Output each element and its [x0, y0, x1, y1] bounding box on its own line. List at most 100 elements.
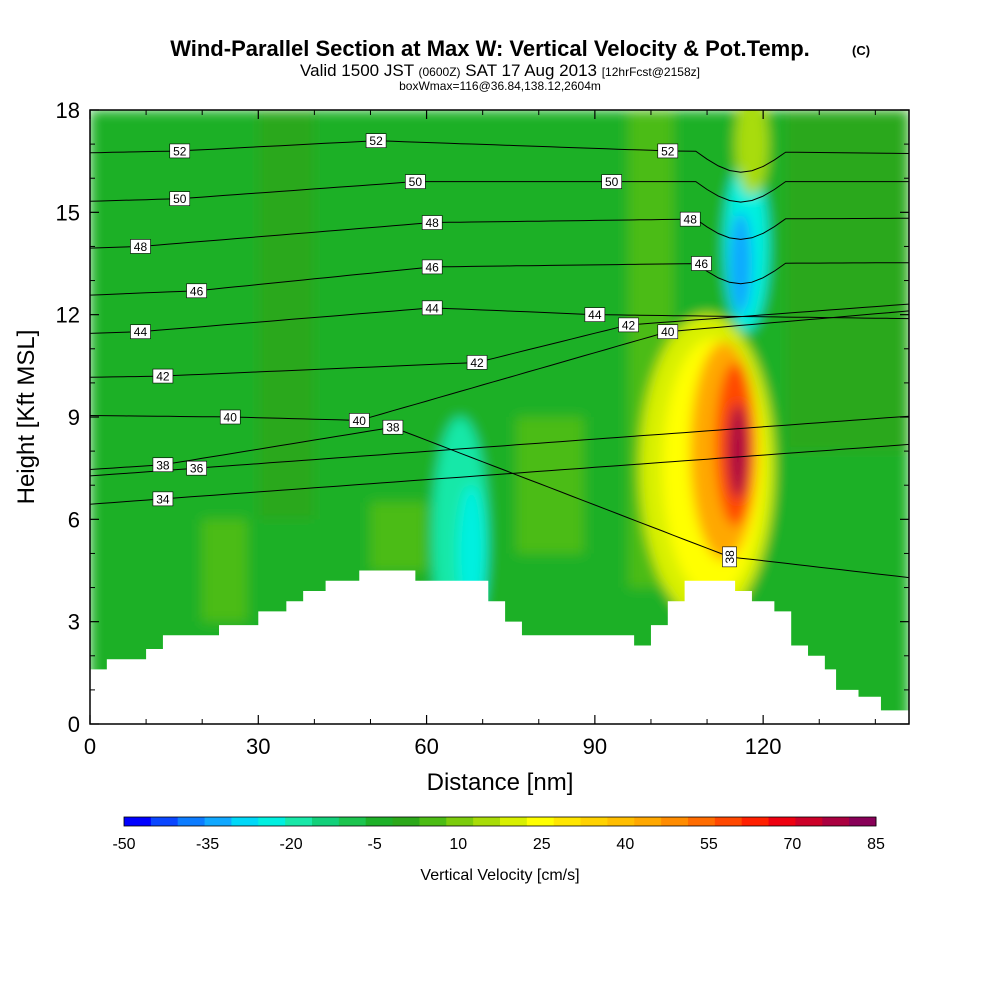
y-tick-label: 18: [56, 98, 80, 123]
valid-zulu: (0600Z): [419, 65, 461, 79]
x-axis: 0 30 60 90 120: [84, 110, 876, 759]
isentrope-label-44: 44: [130, 324, 151, 339]
isentrope-label-text: 50: [605, 175, 619, 189]
isentrope-label-40: 40: [348, 413, 370, 428]
isentrope-48: [90, 217, 909, 249]
colorbar-label: Vertical Velocity [cm/s]: [420, 867, 579, 884]
x-tick-label: 0: [84, 734, 96, 759]
isentrope-label-52: 52: [169, 143, 191, 158]
vertical-velocity-field: [90, 110, 909, 724]
x-tick-label: 30: [246, 734, 270, 759]
isentrope-label-text: 40: [353, 414, 367, 428]
isentrope-label-38: 38: [382, 419, 404, 435]
colorbar-frame: [123, 816, 877, 827]
colorbar-tick-label: -5: [368, 836, 382, 853]
isentrope-52: [90, 140, 909, 173]
valid-date: SAT 17 Aug 2013: [465, 61, 597, 80]
isentrope-38: [90, 426, 909, 579]
isentrope-label-38: 38: [152, 457, 174, 472]
isentrope-label-text: 40: [224, 411, 238, 425]
isentrope-label-48: 48: [421, 215, 443, 230]
plot-area: [90, 110, 909, 724]
colorbar: [123, 816, 877, 827]
colorbar-swatch: [768, 817, 796, 826]
x-tick-label: 120: [745, 734, 782, 759]
isentrope-label-48: 48: [679, 211, 701, 227]
isentrope-label-50: 50: [169, 191, 191, 206]
y-tick-label: 15: [56, 200, 80, 225]
isentrope-label-42: 42: [466, 355, 488, 370]
colorbar-swatch: [822, 817, 850, 826]
y-tick-label: 3: [68, 610, 80, 635]
isentrope-label-44: 44: [584, 307, 606, 322]
isentrope-label-42: 42: [152, 368, 174, 384]
colorbar-swatch: [714, 817, 743, 826]
isentrope-label-text: 48: [426, 216, 440, 230]
w-region-1: [258, 110, 315, 520]
colorbar-tick-label: 55: [700, 836, 718, 853]
isentrope-label-text: 44: [588, 308, 602, 322]
isentrope-label-40: 40: [219, 409, 241, 425]
colorbar-swatch: [795, 817, 823, 826]
isentrope-label-text: 52: [661, 144, 675, 158]
colorbar-tick-label: -20: [280, 836, 303, 853]
colorbar-swatch: [231, 817, 259, 826]
colorbar-swatch: [849, 817, 877, 826]
colorbar-swatch: [688, 817, 716, 826]
isentrope-label-36: 36: [186, 460, 207, 476]
colorbar-tick-label: 70: [784, 836, 802, 853]
forecast-info: [12hrFcst@2158z]: [602, 65, 700, 79]
w-region-5: [370, 502, 427, 571]
chart-title: Wind-Parallel Section at Max W: Vertical…: [170, 36, 810, 61]
colorbar-swatch: [312, 817, 340, 826]
colorbar-swatch: [446, 817, 474, 826]
isentrope-44: [90, 307, 909, 334]
colorbar-tick-label: 40: [616, 836, 634, 853]
colorbar-swatch: [204, 817, 232, 826]
y-axis: 0 36 9 12 15 18: [56, 98, 909, 737]
isentrope-label-text: 50: [409, 175, 423, 189]
colorbar-swatch: [473, 817, 501, 826]
contour-labels: 34 36 38 38 38 40 40 40 42 42 42 44 44 44 46 46 46 48 48 48…: [130, 133, 737, 568]
colorbar-tick-label: -35: [196, 836, 219, 853]
colorbar-swatch: [553, 817, 582, 826]
colorbar-tick-label: 25: [533, 836, 551, 853]
colorbar-tick-label: 10: [449, 836, 467, 853]
colorbar-swatch: [634, 817, 662, 826]
box-info: boxWmax=116@36.84,138.12,2604m: [399, 79, 601, 93]
colorbar-swatch: [285, 817, 313, 826]
x-tick-label: 90: [583, 734, 607, 759]
w-region-4: [202, 519, 248, 622]
colorbar-swatch: [419, 817, 447, 826]
isentrope-label-46: 46: [691, 256, 712, 271]
x-tick-label: 60: [414, 734, 438, 759]
isentrope-46: [90, 262, 909, 296]
y-axis-label: Height [Kft MSL]: [13, 330, 40, 505]
y-tick-label: 9: [68, 405, 80, 430]
isentrope-label-40: 40: [657, 324, 679, 339]
w-region-6: [516, 417, 584, 554]
isentrope-label-text: 52: [173, 144, 187, 158]
isentrope-50: [90, 181, 909, 203]
isentrope-label-38: 38: [722, 546, 737, 568]
isentrope-label-46: 46: [186, 283, 207, 298]
colorbar-swatch: [177, 817, 206, 826]
colorbar-swatch: [580, 817, 608, 826]
y-tick-label: 12: [56, 303, 80, 328]
isentrope-label-48: 48: [130, 239, 151, 254]
y-tick-label: 0: [68, 712, 80, 737]
colorbar-swatch: [124, 817, 152, 826]
isentrope-label-34: 34: [152, 491, 174, 506]
isentrope-label-text: 48: [134, 240, 148, 254]
colorbar-swatch: [526, 817, 555, 826]
copyright-mark: (C): [852, 43, 870, 58]
isentrope-label-52: 52: [365, 133, 387, 148]
colorbar-swatch: [500, 817, 528, 826]
colorbar-swatch: [741, 817, 770, 826]
terrain-mask: [90, 570, 909, 724]
isentrope-label-text: 38: [156, 458, 170, 472]
colorbar-swatch: [150, 817, 179, 826]
colorbar-swatch: [661, 817, 689, 826]
isentrope-34: [90, 443, 909, 505]
